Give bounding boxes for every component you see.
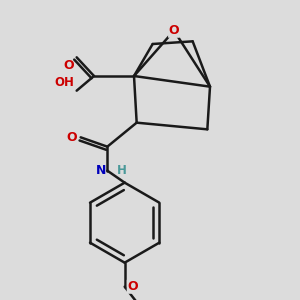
Text: H: H [117, 164, 127, 177]
Text: O: O [127, 280, 138, 293]
Text: O: O [63, 59, 74, 72]
Text: N: N [96, 164, 106, 177]
Text: OH: OH [54, 76, 74, 89]
Text: O: O [66, 131, 77, 144]
Text: O: O [169, 24, 179, 37]
